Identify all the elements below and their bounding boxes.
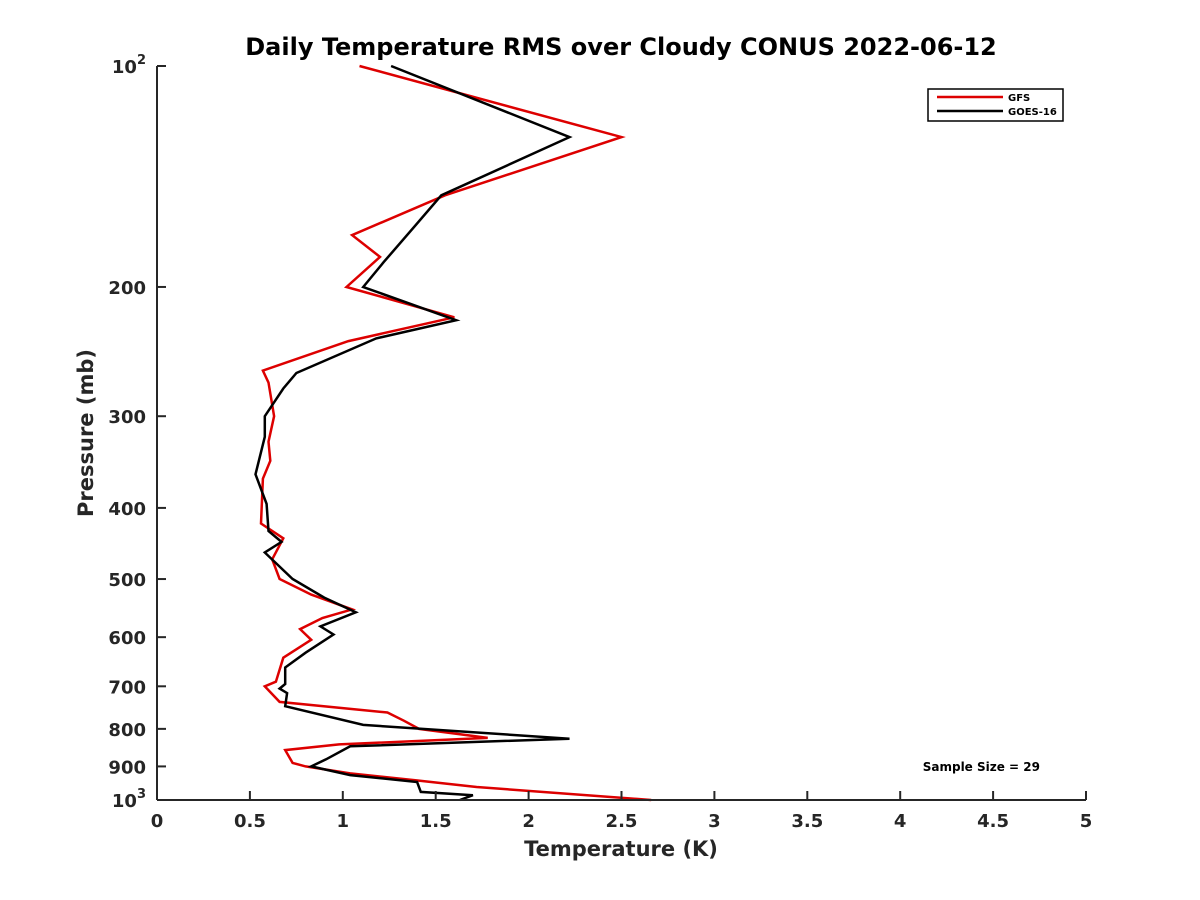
x-tick-label: 4 [894, 811, 907, 832]
x-tick-label: 4.5 [977, 811, 1009, 832]
y-tick-label: 900 [108, 757, 146, 778]
series-line-gfs [259, 64, 652, 802]
legend-label-goes16: GOES-16 [1008, 107, 1057, 118]
legend-box [927, 88, 1064, 122]
x-tick-label: 0.5 [234, 811, 266, 832]
x-tick-label: 3.5 [791, 811, 823, 832]
legend-label-gfs: GFS [1008, 93, 1030, 104]
y-ticks: 102 200 300 400 500 600 700 800 900 103 [108, 53, 166, 812]
plot-lines [254, 64, 652, 802]
y-tick-label: 103 [112, 787, 146, 812]
x-tick-label: 2.5 [606, 811, 638, 832]
y-tick-label: 800 [108, 720, 146, 741]
chart-title: Daily Temperature RMS over Cloudy CONUS … [245, 33, 997, 61]
y-tick-label: 300 [108, 407, 146, 428]
y-tick-label: 600 [108, 628, 146, 649]
x-tick-label: 3 [708, 811, 721, 832]
y-tick-label: 400 [108, 499, 146, 520]
series-line-goes-16 [254, 64, 573, 802]
axes: 0 0.5 1 1.5 2 2.5 3 3.5 4 4.5 5 102 200 300 400 500 600… [108, 53, 1092, 832]
x-tick-label: 1.5 [420, 811, 452, 832]
x-tick-label: 2 [522, 811, 535, 832]
x-axis-label: Temperature (K) [524, 837, 718, 861]
y-tick-label: 700 [108, 677, 146, 698]
y-tick-label: 102 [112, 53, 146, 78]
y-tick-label: 500 [108, 570, 146, 591]
x-tick-label: 0 [151, 811, 164, 832]
x-tick-label: 5 [1080, 811, 1093, 832]
y-axis-label: Pressure (mb) [74, 349, 98, 517]
legend: GFS GOES-16 [927, 88, 1064, 122]
y-tick-label: 200 [108, 278, 146, 299]
sample-size-annotation: Sample Size = 29 [923, 760, 1040, 774]
x-tick-label: 1 [337, 811, 350, 832]
x-ticks: 0 0.5 1 1.5 2 2.5 3 3.5 4 4.5 5 [151, 791, 1093, 832]
